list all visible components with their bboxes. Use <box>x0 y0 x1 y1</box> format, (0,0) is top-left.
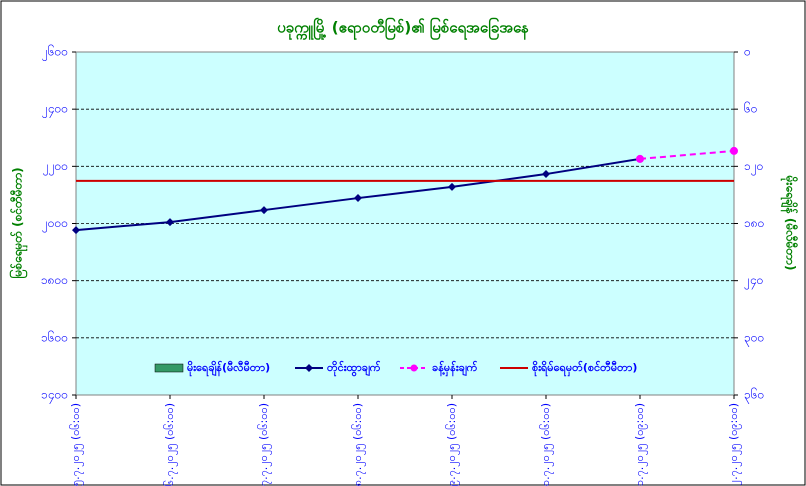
legend-marker <box>410 364 418 372</box>
marker <box>260 206 268 215</box>
legend-marker <box>305 364 313 372</box>
series-line <box>639 149 735 160</box>
plot-area <box>75 51 735 396</box>
marker <box>448 182 456 191</box>
marker <box>636 154 644 163</box>
y2-axis-label: မိုးရေချိန် (မီလီမီတာ) <box>780 175 800 271</box>
y2-tick-label: ၃၆၀ <box>744 387 764 405</box>
x-tick-label: ၁၁.၇.၂၀၂၅ (၀၉:၀၀) <box>633 403 648 486</box>
y-tick-label: ၁၆၀၀ <box>41 329 68 344</box>
x-tick-label: ၉.၇.၂၀၂၅ (၀၆:၀၀) <box>445 403 460 486</box>
y2-tick-label: ၆၀ <box>744 101 758 116</box>
legend-label: စိုးရိမ်ရေမှတ်(စင်တီမီတာ) <box>532 360 637 377</box>
marker <box>166 218 174 227</box>
x-tick-label: ၈.၇.၂၀၂၅ (၀၆:၀၀) <box>351 403 366 486</box>
y-tick-label: ၁၈၀၀ <box>41 273 68 287</box>
y-axis-label: မြစ်ရေမှတ် (စင်တီမီတာ) <box>8 167 29 278</box>
y2-tick-label: ၂၄၀ <box>744 273 763 290</box>
y2-tick-label: ၁၈၀ <box>744 216 764 230</box>
y-tick-label: ၁၄၀၀ <box>41 388 68 405</box>
x-tick-label: ၁၂.၇.၂၀၂၅ (၀၉:၀၀) <box>727 403 742 486</box>
y-tick-label: ၂၀၀၀ <box>42 216 68 233</box>
marker <box>354 194 362 203</box>
y2-tick-label: ၃၀၀ <box>744 330 764 347</box>
y-tick-label: ၂၂၀၀ <box>43 159 68 176</box>
x-tick-label: ၆.၇.၂၀၂၅ (၀၆:၀၀) <box>163 403 178 486</box>
x-tick-label: ၇.၇.၂၀၂၅ (၀၆:၀၀) <box>257 403 272 486</box>
legend-label: ခန့်မှန်းချက် <box>432 360 478 377</box>
marker <box>730 146 738 155</box>
legend-swatch <box>154 363 184 373</box>
y-tick-label: ၂၆၀၀ <box>42 44 68 62</box>
legend-label: မိုးရေချိန်(မီလီမီတာ) <box>187 360 270 377</box>
y-tick-label: ၂၄၀၀ <box>42 102 68 119</box>
y2-tick-label: ၁၂၀ <box>744 159 763 176</box>
y2-tick-label: ၀ <box>744 45 751 59</box>
marker <box>72 226 80 235</box>
x-tick-label: ၅.၇.၂၀၂၅ (၀၆:၀၀) <box>69 403 84 486</box>
x-tick-label: ၁၀.၇.၂၀၂၅ (၀၆:၀၀) <box>539 403 554 486</box>
legend-label: တိုင်းထွာချက် <box>327 360 381 377</box>
marker <box>542 170 550 179</box>
